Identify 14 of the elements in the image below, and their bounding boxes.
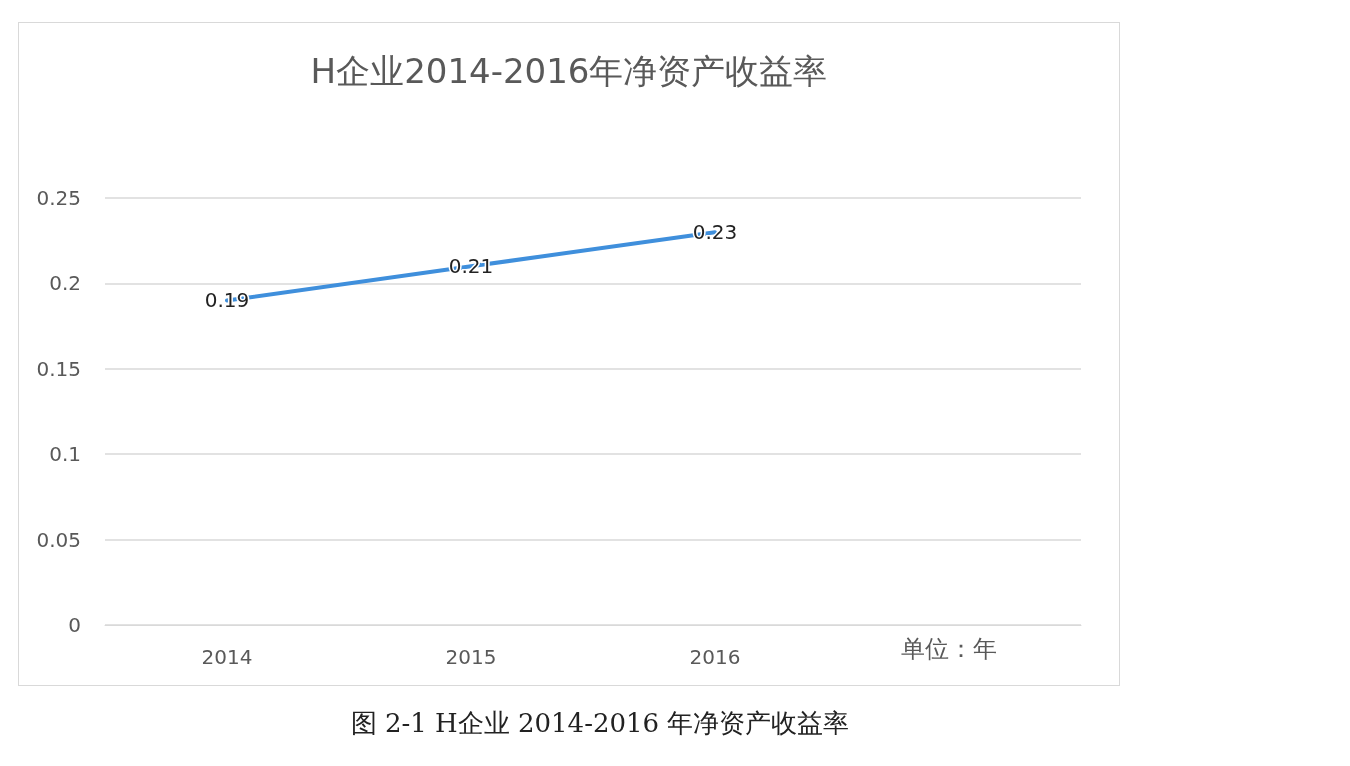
x-tick-label: 2015 [445, 645, 497, 669]
y-tick-label: 0.2 [49, 271, 81, 296]
y-tick-label: 0.1 [49, 442, 81, 467]
y-tick-label: 0.25 [36, 186, 81, 210]
data-label: 0.23 [692, 220, 738, 245]
y-tick-label: 0.15 [36, 356, 81, 381]
data-label: 0.19 [204, 288, 250, 313]
x-tick-label: 2016 [689, 645, 741, 669]
y-tick-label: 0 [68, 613, 81, 637]
x-axis-title: 单位：年 [901, 635, 997, 663]
x-tick-label: 2014 [201, 645, 253, 669]
y-tick-label: 0.05 [36, 527, 81, 552]
caption: 图 2-1 H企业 2014-2016 年净资产收益率 [349, 707, 851, 740]
chart-title: H企业2014-2016年净资产收益率 [310, 51, 828, 91]
